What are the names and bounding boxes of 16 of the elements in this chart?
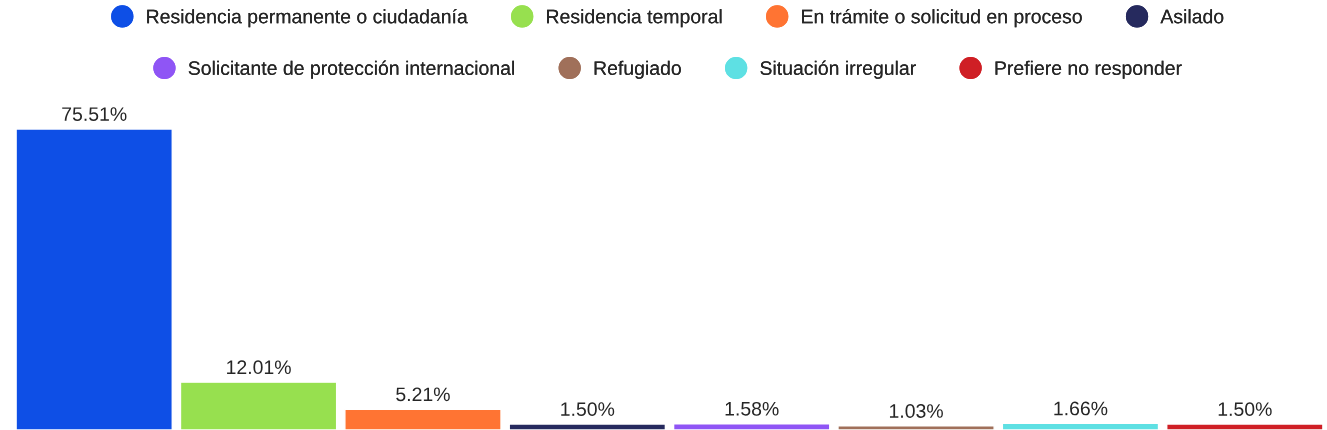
data-label: 1.50%: [1218, 402, 1272, 417]
legend-label: Residencia temporal: [547, 9, 722, 28]
data-label: 5.21%: [396, 387, 450, 402]
legend-label: Solicitante de protección internacional: [188, 60, 514, 79]
legend-label: Asilado: [1160, 9, 1224, 24]
legend-label: Residencia permanente o ciudadanía: [147, 8, 468, 28]
legend-label: Refugiado: [594, 60, 681, 79]
legend-label: En trámite o solicitud en proceso: [802, 8, 1082, 28]
data-label: 1.58%: [725, 401, 779, 416]
data-label: 75.51%: [62, 107, 127, 121]
legend-label: Situación irregular: [760, 60, 916, 79]
data-label: 1.50%: [561, 402, 615, 417]
data-label: 1.03%: [889, 404, 943, 418]
data-label: 1.66%: [1054, 401, 1108, 416]
data-label: 12.01%: [227, 360, 291, 375]
legend-label: Prefiere no responder: [995, 60, 1182, 79]
